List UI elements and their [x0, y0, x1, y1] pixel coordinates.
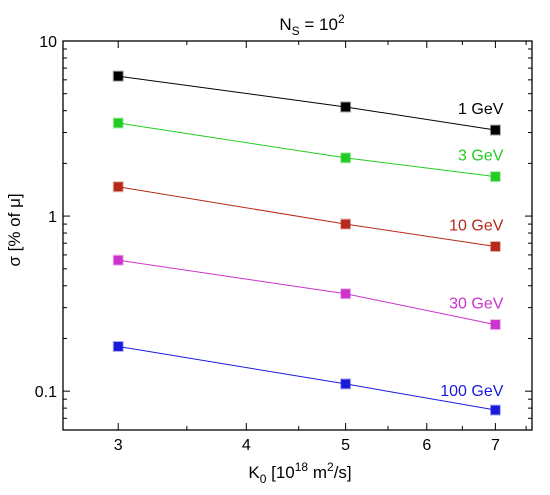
x-tick-label: 7	[491, 437, 500, 454]
series-label: 3 GeV	[458, 148, 504, 165]
series-label: 30 GeV	[449, 296, 504, 313]
series-line	[118, 345, 496, 411]
series-label: 1 GeV	[458, 101, 504, 118]
y-tick-label: 10	[39, 34, 57, 51]
data-point-marker	[489, 404, 501, 416]
data-point-marker	[112, 181, 124, 193]
data-point-marker	[112, 117, 124, 129]
series-line	[118, 186, 496, 248]
series-line	[118, 75, 496, 131]
chart-title: NS = 102	[279, 12, 345, 38]
x-tick-label: 6	[422, 437, 431, 454]
data-point-marker	[112, 254, 124, 266]
data-point-marker	[112, 70, 124, 82]
y-axis-label: σ [% of μ]	[5, 193, 24, 266]
x-tick-label: 3	[114, 437, 123, 454]
data-point-marker	[489, 171, 501, 183]
data-point-marker	[340, 218, 352, 230]
data-point-marker	[489, 241, 501, 253]
data-point-marker	[340, 152, 352, 164]
x-tick-label: 5	[341, 437, 350, 454]
series-label: 10 GeV	[449, 218, 504, 235]
data-point-marker	[340, 378, 352, 390]
data-point-marker	[489, 319, 501, 331]
series-line	[118, 259, 496, 326]
data-point-marker	[489, 124, 501, 136]
data-point-marker	[112, 340, 124, 352]
y-tick-label: 1	[48, 209, 57, 226]
x-axis-label: K0 [1018 m2/s]	[248, 460, 351, 486]
x-tick-label: 4	[242, 437, 251, 454]
plot-frame	[62, 40, 533, 431]
series-line	[118, 122, 496, 178]
data-point-marker	[340, 288, 352, 300]
data-point-marker	[340, 101, 352, 113]
y-tick-label: 0.1	[35, 384, 57, 401]
series-label: 100 GeV	[440, 383, 503, 400]
